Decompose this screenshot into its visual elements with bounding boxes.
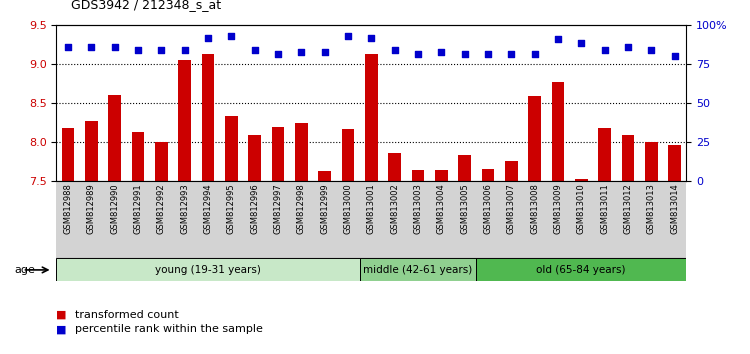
Bar	[528, 96, 541, 181]
Bar	[56, 258, 359, 281]
Text: GSM812997: GSM812997	[274, 183, 283, 234]
Text: GSM813005: GSM813005	[460, 183, 469, 234]
Point	[86, 44, 98, 50]
Bar	[412, 170, 424, 181]
Point	[296, 49, 307, 55]
Text: middle (42-61 years): middle (42-61 years)	[363, 265, 472, 275]
Text: GSM813008: GSM813008	[530, 183, 539, 234]
Text: ■: ■	[56, 310, 67, 320]
Text: young (19-31 years): young (19-31 years)	[155, 265, 261, 275]
Point	[225, 34, 237, 39]
Point	[62, 44, 74, 50]
Point	[109, 44, 121, 50]
Text: GSM813004: GSM813004	[436, 183, 445, 234]
Text: GSM812995: GSM812995	[226, 183, 236, 234]
Bar	[476, 258, 686, 281]
Bar	[505, 161, 518, 181]
Text: GDS3942 / 212348_s_at: GDS3942 / 212348_s_at	[71, 0, 221, 11]
Point	[645, 47, 657, 52]
Bar	[154, 142, 168, 181]
Bar	[272, 127, 284, 181]
Point	[506, 52, 518, 57]
Text: old (65-84 years): old (65-84 years)	[536, 265, 626, 275]
Text: GSM812988: GSM812988	[64, 183, 73, 234]
Text: GSM812990: GSM812990	[110, 183, 119, 234]
Point	[435, 49, 447, 55]
Bar	[178, 60, 191, 181]
Text: GSM813006: GSM813006	[484, 183, 493, 234]
Point	[552, 36, 564, 42]
Bar	[551, 82, 564, 181]
Text: GSM813013: GSM813013	[646, 183, 656, 234]
Text: GSM812991: GSM812991	[134, 183, 142, 234]
Text: ■: ■	[56, 324, 67, 334]
Bar	[668, 145, 681, 181]
Text: GSM812989: GSM812989	[87, 183, 96, 234]
Text: GSM812994: GSM812994	[203, 183, 212, 234]
Bar	[85, 121, 98, 181]
Bar	[108, 95, 121, 181]
Text: GSM813012: GSM813012	[623, 183, 632, 234]
Text: GSM812996: GSM812996	[250, 183, 259, 234]
Point	[388, 47, 400, 52]
Bar	[482, 169, 494, 181]
Text: GSM813011: GSM813011	[600, 183, 609, 234]
Point	[365, 35, 377, 41]
Text: GSM812992: GSM812992	[157, 183, 166, 234]
Text: age: age	[14, 265, 35, 275]
Text: GSM812999: GSM812999	[320, 183, 329, 234]
Text: percentile rank within the sample: percentile rank within the sample	[75, 324, 262, 334]
Point	[482, 52, 494, 57]
Bar	[622, 135, 634, 181]
Text: GSM813003: GSM813003	[413, 183, 422, 234]
Point	[575, 40, 587, 46]
Point	[668, 53, 680, 59]
Bar	[598, 129, 611, 181]
Bar	[248, 135, 261, 181]
Bar	[645, 142, 658, 181]
Bar	[458, 155, 471, 181]
Bar	[341, 129, 354, 181]
Bar	[295, 123, 307, 181]
Bar	[574, 179, 588, 181]
Text: GSM813007: GSM813007	[507, 183, 516, 234]
Text: GSM812998: GSM812998	[297, 183, 306, 234]
Text: GSM813002: GSM813002	[390, 183, 399, 234]
Bar	[202, 55, 214, 181]
Bar	[131, 132, 144, 181]
Text: GSM813010: GSM813010	[577, 183, 586, 234]
Point	[319, 49, 331, 55]
Point	[178, 48, 190, 53]
Bar	[225, 116, 238, 181]
Bar	[388, 153, 401, 181]
Text: GSM813009: GSM813009	[554, 183, 562, 234]
Point	[529, 52, 541, 57]
Bar	[359, 258, 476, 281]
Text: GSM813014: GSM813014	[670, 183, 679, 234]
Point	[132, 47, 144, 52]
Bar	[62, 127, 74, 181]
Text: GSM812993: GSM812993	[180, 183, 189, 234]
Point	[272, 51, 284, 56]
Point	[342, 34, 354, 39]
Bar	[318, 171, 331, 181]
Point	[248, 47, 260, 52]
Point	[598, 47, 610, 52]
Point	[412, 52, 424, 57]
Text: GSM813001: GSM813001	[367, 183, 376, 234]
Bar	[364, 55, 378, 181]
Point	[458, 52, 470, 57]
Text: GSM813000: GSM813000	[344, 183, 352, 234]
Bar	[435, 170, 448, 181]
Point	[202, 35, 214, 41]
Point	[622, 44, 634, 50]
Point	[155, 48, 167, 53]
Text: transformed count: transformed count	[75, 310, 178, 320]
